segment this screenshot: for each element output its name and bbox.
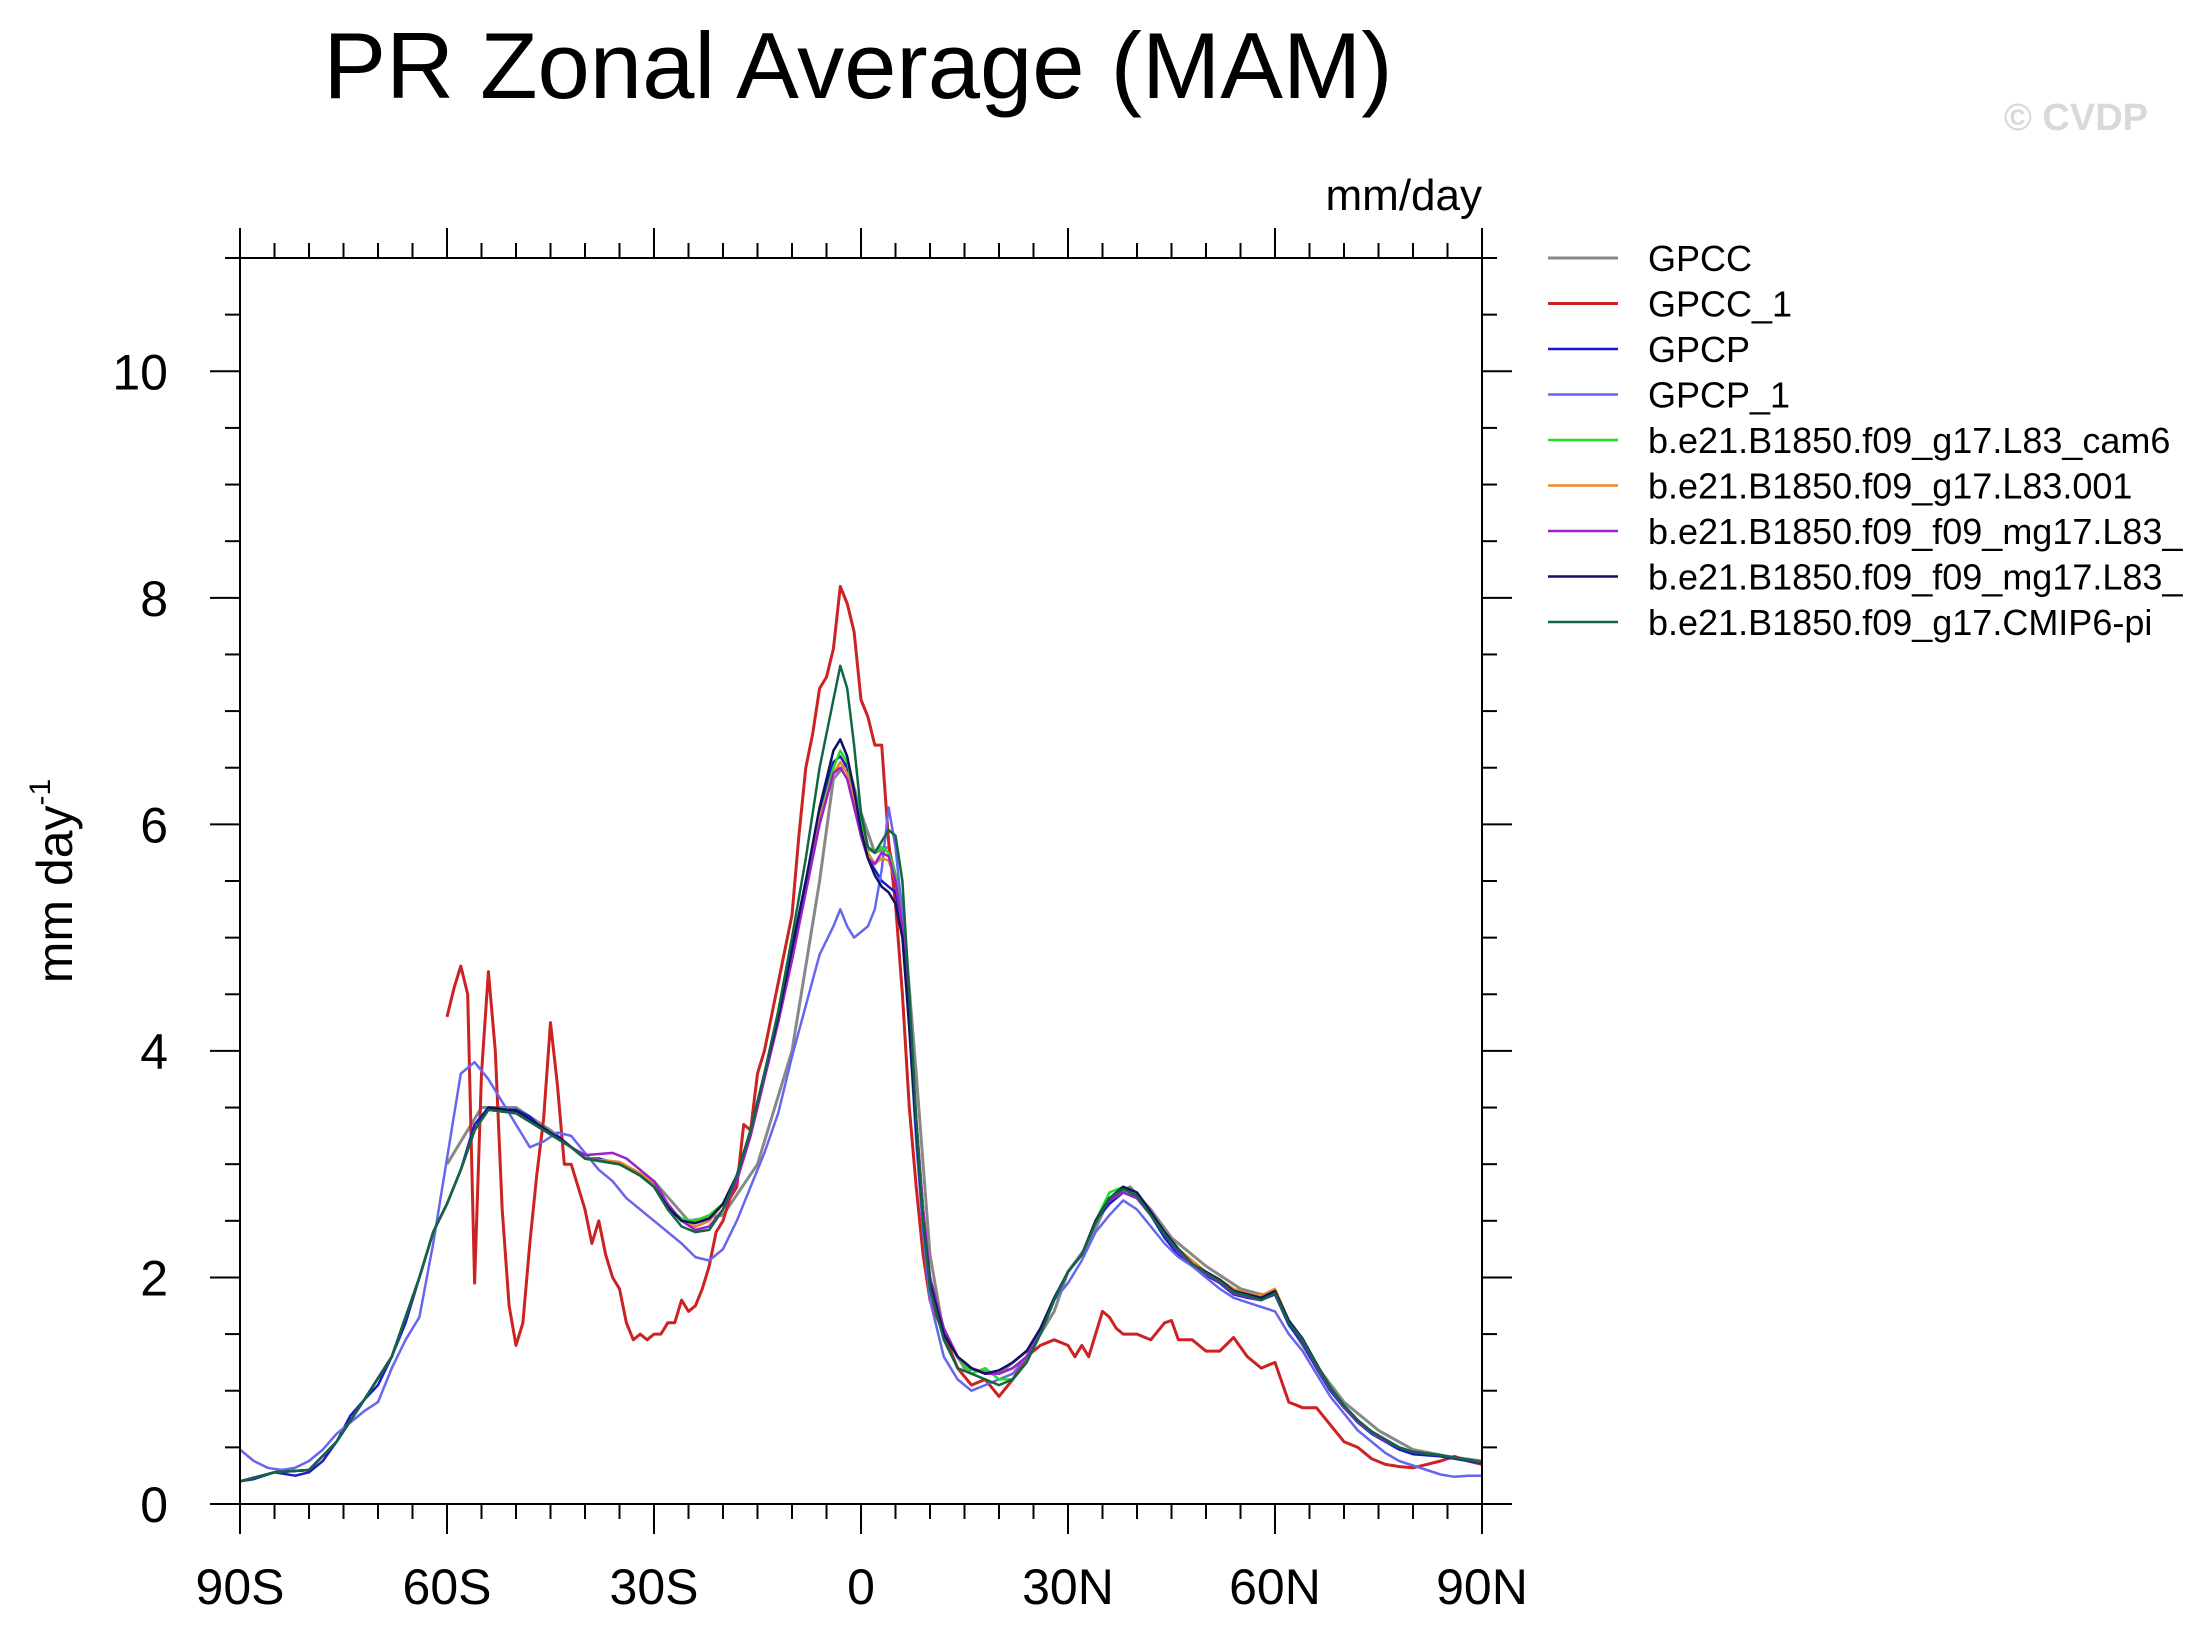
units-label: mm/day bbox=[1326, 171, 1482, 220]
chart-title: PR Zonal Average (MAM) bbox=[323, 13, 1392, 118]
series-line-1 bbox=[445, 760, 1483, 1463]
y-tick-label: 2 bbox=[140, 1250, 168, 1306]
legend: GPCCGPCC_1GPCPGPCP_1b.e21.B1850.f09_g17.… bbox=[1548, 238, 2183, 643]
x-tick-label: 0 bbox=[847, 1559, 875, 1615]
series-line-9 bbox=[239, 664, 1483, 1483]
legend-items: GPCCGPCC_1GPCPGPCP_1b.e21.B1850.f09_g17.… bbox=[1548, 238, 2183, 643]
series-line-7 bbox=[239, 766, 1483, 1483]
x-tick-label: 90N bbox=[1436, 1559, 1528, 1615]
series-line-6 bbox=[239, 760, 1483, 1483]
series-line-4 bbox=[239, 806, 1482, 1479]
x-tick-label: 30S bbox=[610, 1559, 699, 1615]
y-axis-label: mm day-1 bbox=[24, 779, 83, 984]
y-axis-label-text: mm day bbox=[27, 805, 83, 983]
y-tick-label: 6 bbox=[140, 797, 168, 853]
legend-label: GPCP_1 bbox=[1648, 375, 1790, 416]
y-tick-label: 4 bbox=[140, 1024, 168, 1080]
x-tick-label: 30N bbox=[1022, 1559, 1114, 1615]
legend-label: GPCC_1 bbox=[1648, 284, 1792, 325]
plot-lines bbox=[239, 585, 1483, 1483]
legend-label: GPCC bbox=[1648, 238, 1752, 279]
y-tick-labels: 0 2 4 6 8 10 bbox=[112, 344, 168, 1533]
x-tick-label: 60S bbox=[403, 1559, 492, 1615]
y-tick-label: 0 bbox=[140, 1477, 168, 1533]
axis-ticks bbox=[210, 228, 1512, 1534]
legend-label: b.e21.B1850.f09_g17.CMIP6-pi bbox=[1648, 602, 2152, 643]
legend-label: b.e21.B1850.f09_g17.L83.001 bbox=[1648, 466, 2132, 507]
legend-label: b.e21.B1850.f09_f09_mg17.L83_ bbox=[1648, 511, 2183, 552]
legend-label: b.e21.B1850.f09_g17.L83_cam6 bbox=[1648, 420, 2170, 461]
legend-label: b.e21.B1850.f09_f09_mg17.L83_ bbox=[1648, 557, 2183, 598]
x-tick-label: 90S bbox=[196, 1559, 285, 1615]
plot-frame bbox=[239, 257, 1483, 1505]
y-tick-label: 8 bbox=[140, 571, 168, 627]
copyright-watermark: © CVDP bbox=[2004, 97, 2148, 139]
series-line-5 bbox=[239, 749, 1483, 1483]
x-tick-labels: 90S 60S 30S 0 30N 60N 90N bbox=[196, 1559, 1528, 1615]
series-line-8 bbox=[239, 738, 1483, 1483]
series-line-2 bbox=[445, 585, 1483, 1470]
series-line-3 bbox=[239, 755, 1483, 1483]
legend-label: GPCP bbox=[1648, 329, 1750, 370]
y-axis-label-superscript: -1 bbox=[24, 779, 57, 806]
x-tick-label: 60N bbox=[1229, 1559, 1321, 1615]
y-tick-label: 10 bbox=[112, 344, 168, 400]
